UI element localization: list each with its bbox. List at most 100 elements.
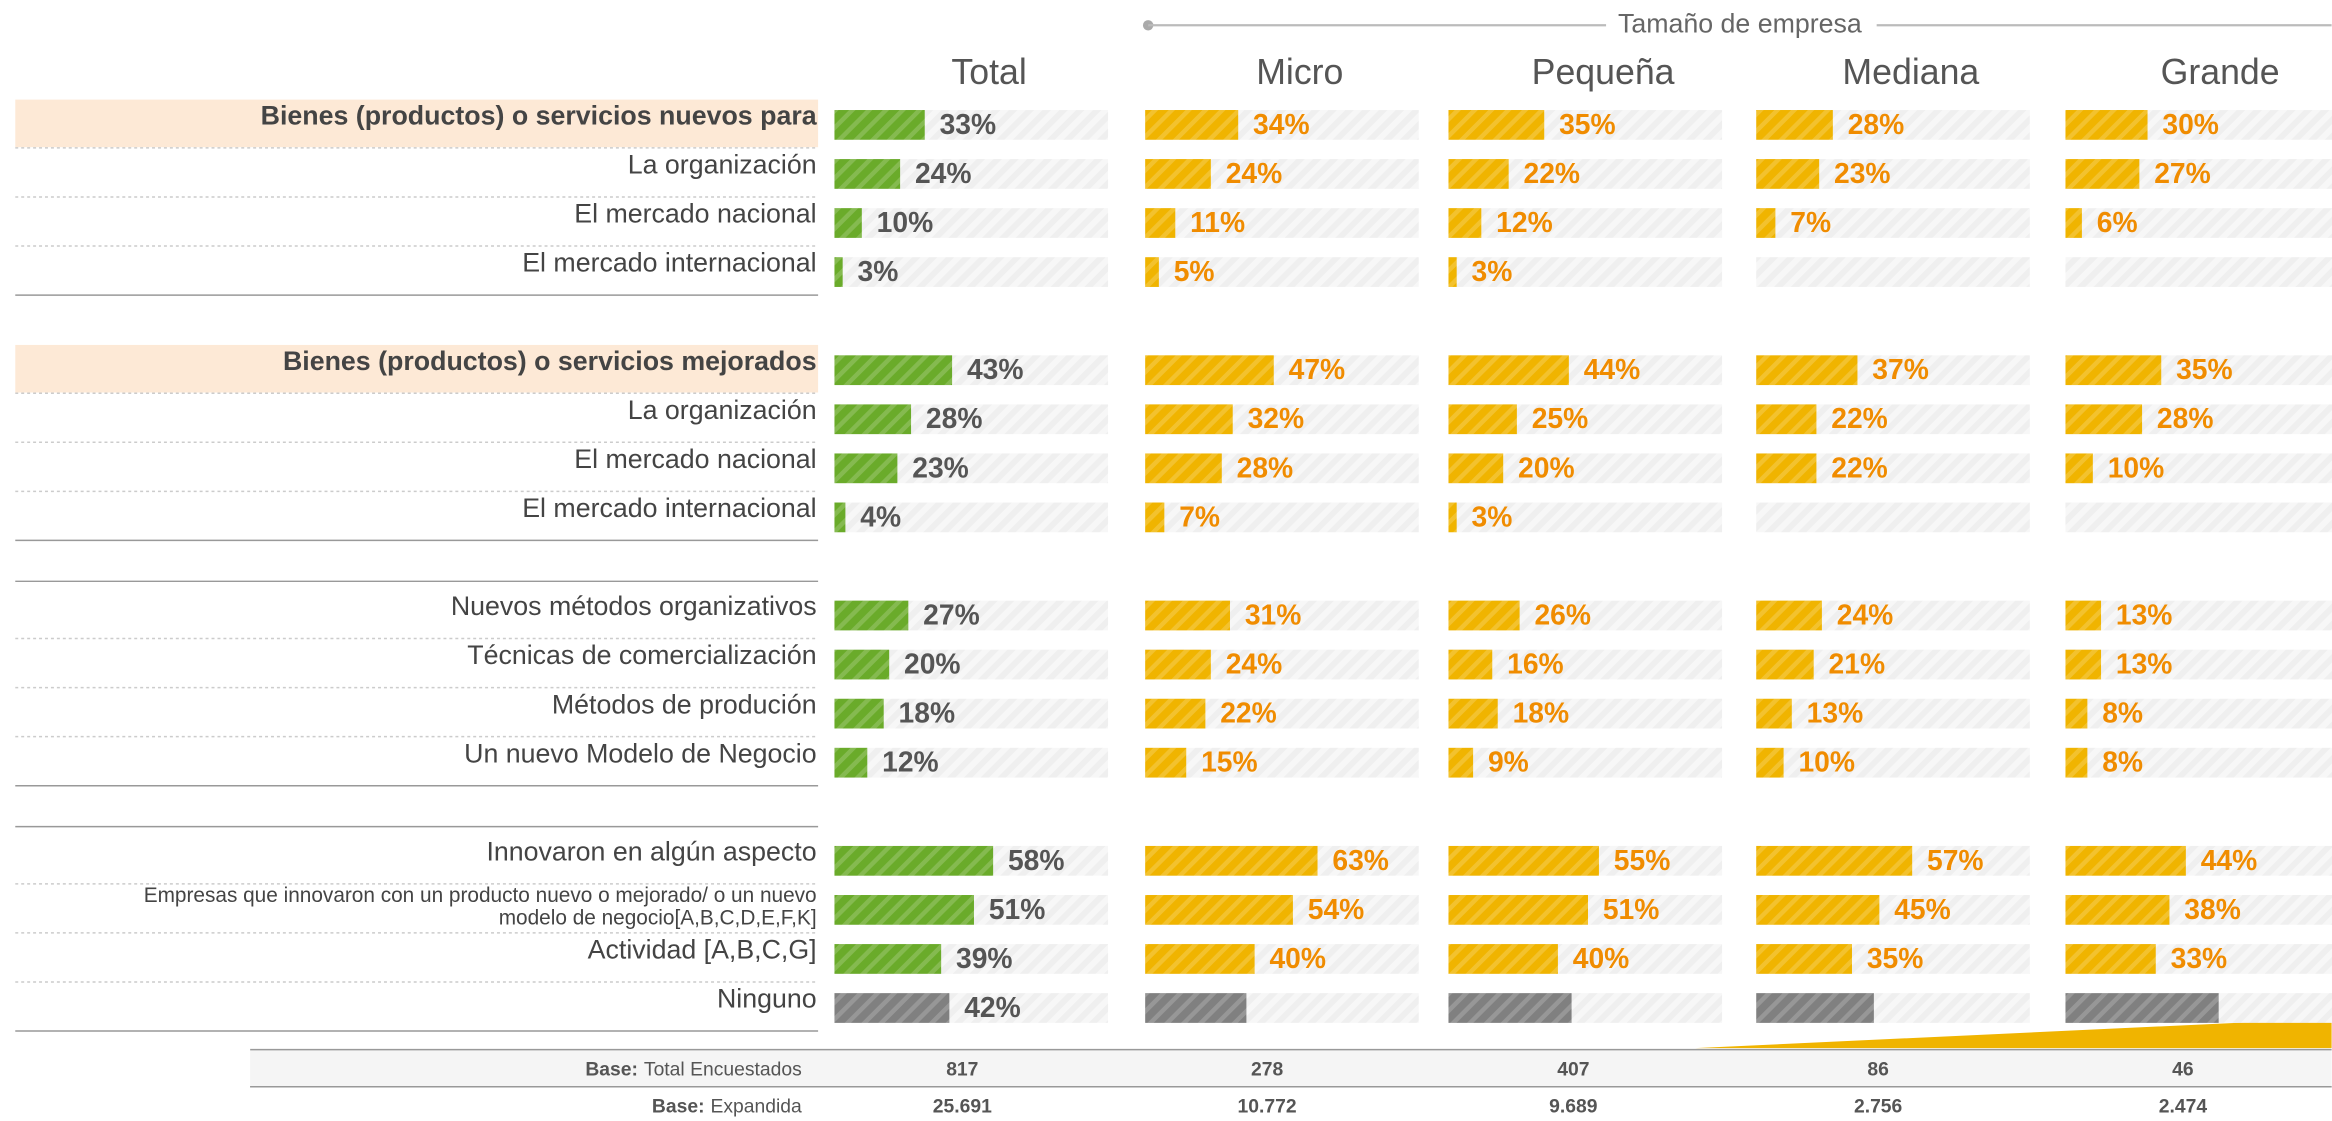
bar-stripe (834, 502, 846, 533)
value-label: 40% (1269, 942, 1326, 974)
value-label: 22% (1831, 451, 1888, 483)
bar-track (2065, 698, 2332, 729)
row-label: El mercado internacional (522, 493, 816, 523)
bar-track (1756, 208, 2030, 238)
bar-stripe (2065, 698, 2088, 729)
row-label: modelo de negocio[A,B,C,D,E,F,K] (499, 906, 817, 929)
bar-stripe (834, 698, 884, 729)
value-label: 35% (1867, 942, 1924, 974)
value-label: 9% (1488, 746, 1529, 778)
bar-stripe (1756, 649, 1814, 680)
column-header: Grande (2161, 52, 2280, 92)
bar-stripe (1145, 993, 1247, 1023)
base-prefix: Base: (585, 1060, 638, 1081)
bar-stripe (1448, 208, 1482, 238)
highlight-row (15, 99, 819, 148)
value-label: 32% (1248, 402, 1305, 434)
value-label: 6% (2097, 206, 2138, 238)
value-label: 11% (1190, 206, 1245, 238)
row-label: El mercado nacional (574, 444, 816, 474)
bar-track (2065, 257, 2332, 287)
bar-stripe (834, 649, 890, 680)
value-label: 44% (2201, 844, 2258, 876)
value-label: 54% (1308, 893, 1365, 925)
row-label: Nuevos métodos organizativos (451, 591, 817, 621)
base-value: 407 (1557, 1060, 1589, 1081)
value-label: 23% (1834, 157, 1891, 189)
value-label: 43% (967, 353, 1024, 385)
row-label: Un nuevo Modelo de Negocio (464, 738, 816, 768)
highlight-row (15, 344, 819, 393)
row-label: El mercado nacional (574, 199, 816, 229)
bar-stripe (2065, 159, 2140, 189)
value-label: 12% (1496, 206, 1553, 238)
row-label: Métodos de produción (552, 689, 817, 719)
bar-stripe (1448, 502, 1457, 533)
bar-track (1756, 257, 2030, 287)
bar-stripe (1145, 649, 1211, 680)
base-value: 86 (1867, 1060, 1889, 1081)
bar-stripe (834, 355, 953, 386)
bar-stripe (1756, 453, 1817, 484)
bar-stripe (1145, 159, 1211, 189)
value-label: 27% (923, 598, 980, 630)
column-header: Total (951, 52, 1026, 92)
bar-stripe (1145, 110, 1239, 140)
value-label: 30% (2162, 108, 2219, 140)
base-value: 10.772 (1238, 1097, 1297, 1118)
bar-stripe (1448, 159, 1509, 189)
row-label: Actividad [A,B,C,G] (588, 935, 817, 965)
base-value: 817 (946, 1060, 978, 1081)
value-label: 12% (882, 746, 939, 778)
bar-stripe (1756, 944, 1852, 974)
base-value: 46 (2172, 1060, 2194, 1081)
base-bg (250, 1049, 2332, 1087)
value-label: 22% (1831, 402, 1888, 434)
bar-stripe (1145, 404, 1233, 435)
bar-stripe (1448, 649, 1493, 680)
value-label: 45% (1894, 893, 1951, 925)
value-label: 51% (1603, 893, 1660, 925)
value-label: 22% (1524, 157, 1581, 189)
row-label: Empresas que innovaron con un producto n… (144, 884, 817, 907)
bar-stripe (834, 993, 950, 1023)
row-label: Técnicas de comercialización (467, 640, 816, 670)
base-value: 25.691 (933, 1097, 992, 1118)
bar-stripe (1756, 159, 1820, 189)
bar-stripe (1756, 747, 1784, 778)
bar-track (1448, 208, 1723, 238)
value-label: 13% (1807, 697, 1864, 729)
bar-stripe (1145, 355, 1274, 386)
bar-stripe (834, 404, 912, 435)
value-label: 25% (1532, 402, 1589, 434)
bar-stripe (1145, 453, 1222, 484)
bar-track (2065, 600, 2332, 631)
bar-stripe (2065, 600, 2102, 631)
bar-stripe (1756, 698, 1792, 729)
bar-stripe (834, 845, 994, 876)
value-label: 35% (2176, 353, 2233, 385)
bar-track (1145, 257, 1419, 287)
bar-stripe (834, 747, 868, 778)
value-label: 58% (1008, 844, 1065, 876)
value-label: 51% (989, 893, 1046, 925)
base-prefix: Base: (652, 1097, 705, 1118)
value-label: 18% (1513, 697, 1570, 729)
bar-stripe (1756, 993, 1874, 1023)
bar-stripe (2065, 404, 2143, 435)
bar-stripe (1145, 845, 1318, 876)
bar-track (834, 502, 1109, 533)
row-label: El mercado internacional (522, 248, 816, 278)
value-label: 24% (915, 157, 972, 189)
bar-stripe (1448, 110, 1545, 140)
bar-track (1756, 502, 2030, 533)
bar-stripe (1756, 895, 1880, 925)
bar-track (2065, 502, 2332, 533)
value-label: 23% (912, 451, 969, 483)
value-label: 33% (940, 108, 997, 140)
bar-track (834, 208, 1109, 238)
column-header: Micro (1256, 52, 1343, 92)
value-label: 18% (899, 697, 956, 729)
value-label: 47% (1289, 353, 1346, 385)
bar-stripe (1448, 453, 1504, 484)
